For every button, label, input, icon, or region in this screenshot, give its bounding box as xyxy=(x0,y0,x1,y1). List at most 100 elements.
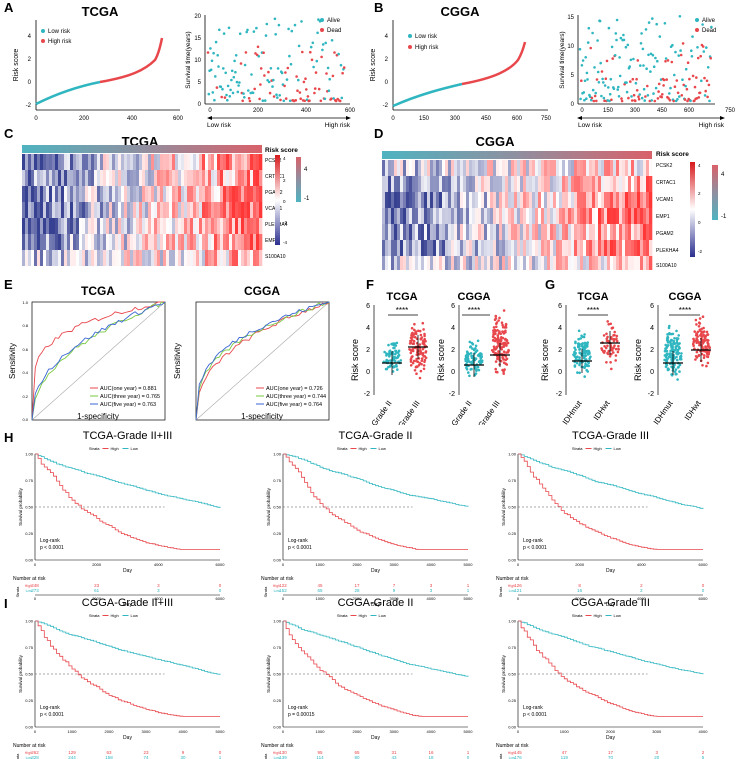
heatmap-cell xyxy=(637,256,641,270)
a-high-curve xyxy=(99,37,164,84)
heatmap-cell xyxy=(418,224,422,240)
e-tcga-ytick: 0.6 xyxy=(22,347,28,352)
e-tcga-title: TCGA xyxy=(81,284,115,298)
heatmap-cell xyxy=(475,240,479,256)
heatmap-cell xyxy=(178,218,182,234)
heatmap-cell xyxy=(436,224,440,240)
heatmap-cell xyxy=(631,208,635,224)
f-ytick-2: 4 xyxy=(451,325,455,332)
heatmap-cell xyxy=(601,176,605,192)
heatmap-cell xyxy=(166,154,170,170)
km-xtick: 4000 xyxy=(699,729,709,734)
dot-point xyxy=(388,351,391,355)
heatmap-cell xyxy=(169,186,173,202)
b-ytick: 2 xyxy=(385,57,389,63)
km-legend-strata: Strata xyxy=(572,613,583,618)
scatter-point xyxy=(278,94,282,97)
dot-point xyxy=(695,350,699,354)
heatmap-cell xyxy=(205,186,209,202)
dot-point xyxy=(675,329,678,333)
e-cgga-curves xyxy=(195,301,330,421)
scatter-point xyxy=(638,93,641,96)
heatmap-cell xyxy=(415,224,419,240)
scatter-point xyxy=(679,53,683,57)
km-risk-high: 95 xyxy=(317,750,323,755)
heatmap-cell xyxy=(385,160,389,176)
heatmap-cell xyxy=(34,154,38,170)
dot-point xyxy=(578,356,581,359)
heatmap-cell xyxy=(565,160,569,176)
heatmap-cell xyxy=(574,224,578,240)
scatter-point xyxy=(271,85,274,88)
scatter-point xyxy=(693,99,696,102)
heatmap-cell xyxy=(157,186,161,202)
dot-point xyxy=(504,362,508,365)
heatmap-cell xyxy=(22,170,26,186)
heatmap-cell xyxy=(565,176,569,192)
dot-point xyxy=(504,326,508,329)
dot-point xyxy=(673,370,677,374)
scatter-point xyxy=(643,99,646,102)
scatter-point xyxy=(617,95,621,98)
heatmap-cell xyxy=(649,208,653,224)
dot-point xyxy=(396,368,399,371)
scatter-point xyxy=(222,32,226,35)
dot-point xyxy=(415,357,418,361)
heatmap-cell xyxy=(172,218,176,234)
e-tcga-legend: AUC(one year) = 0.881 xyxy=(100,386,157,392)
heatmap-cell xyxy=(52,218,56,234)
heatmap-cell xyxy=(49,186,53,202)
km-risk-high: 129 xyxy=(68,750,76,755)
scatter-point xyxy=(679,49,682,52)
heatmap-cell xyxy=(616,176,620,192)
scatter-point xyxy=(247,89,250,92)
heatmap-cell xyxy=(220,186,224,202)
km-xtick: 4000 xyxy=(427,729,437,734)
scatter-point xyxy=(697,96,701,99)
dot-point xyxy=(676,366,680,369)
heatmap-cell xyxy=(646,240,650,256)
km-legend-strata: Strata xyxy=(89,613,100,618)
heatmap-cell xyxy=(391,208,395,224)
km-ytick: 0.00 xyxy=(508,558,517,563)
scatter-point xyxy=(234,70,237,74)
scatter-point xyxy=(651,17,654,20)
scatter-point xyxy=(649,70,652,73)
scatter-point xyxy=(309,45,313,49)
heatmap-cell xyxy=(406,208,410,224)
heatmap-cell xyxy=(430,176,434,192)
km-xtick: 2000 xyxy=(105,729,115,734)
km-ylabel: Survival probability xyxy=(501,654,506,693)
scatter-point xyxy=(325,72,328,75)
heatmap-cell xyxy=(442,192,446,208)
dot-point xyxy=(499,359,503,363)
heatmap-cell xyxy=(103,250,107,266)
heatmap-cell xyxy=(496,224,500,240)
km-risk-high: 45 xyxy=(317,583,323,588)
heatmap-cell xyxy=(115,170,119,186)
heatmap-cell xyxy=(172,170,176,186)
heatmap-cell xyxy=(595,224,599,240)
a-surv-xtick: 400 xyxy=(301,108,312,114)
heatmap-cell xyxy=(460,192,464,208)
heatmap-cell xyxy=(94,154,98,170)
heatmap-cell xyxy=(523,208,527,224)
heatmap-cell xyxy=(229,186,233,202)
heatmap-cell xyxy=(520,176,524,192)
scatter-point xyxy=(635,89,639,92)
dot-point xyxy=(399,359,403,362)
heatmap-cell xyxy=(460,160,464,176)
heatmap-cell xyxy=(517,224,521,240)
heatmap-cell xyxy=(211,234,215,250)
dot-point xyxy=(389,359,392,362)
heatmap-cell xyxy=(61,186,65,202)
heatmap-cell xyxy=(58,186,62,202)
dot-point xyxy=(464,354,468,358)
b-surv-legend-dead: Dead xyxy=(702,28,716,34)
dot-point xyxy=(419,337,423,341)
e-cgga-legend: AUC(one year) = 0.726 xyxy=(266,386,323,392)
km-legend-strata: Strata xyxy=(337,613,348,618)
heatmap-cell xyxy=(403,192,407,208)
heatmap-cell xyxy=(601,256,605,270)
scatter-point xyxy=(328,77,332,81)
